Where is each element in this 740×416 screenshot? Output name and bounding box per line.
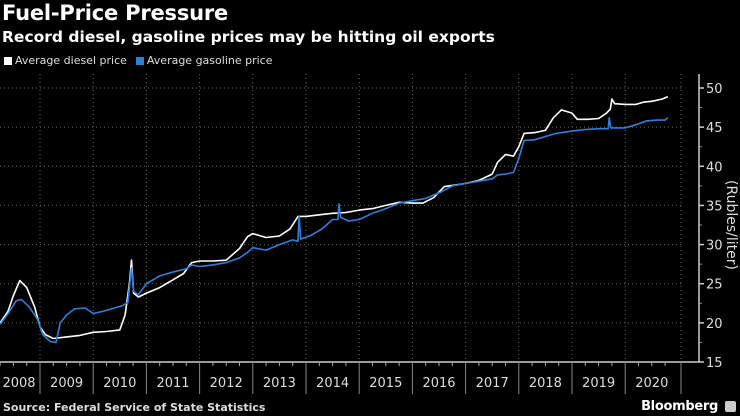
y-tick-label-25: 25: [706, 278, 723, 293]
legend-swatch-gasoline: [135, 57, 144, 65]
x-tick-label-2010: 2010: [103, 376, 136, 391]
axes: 15 20 25 30 35 40 45 50 2008 2009 2010 2011 2012 2013…: [0, 74, 723, 394]
y-tick-label-15: 15: [706, 356, 723, 371]
x-tick-label-2015: 2015: [369, 376, 402, 391]
legend-label-gasoline: Average gasoline price: [146, 54, 273, 67]
series-lines: [0, 95, 669, 344]
y-tick-label-35: 35: [706, 199, 723, 214]
y-tick-label-30: 30: [706, 239, 723, 254]
y-tick-label-20: 20: [706, 317, 723, 332]
series-line-diesel: [0, 95, 669, 340]
x-tick-label-2018: 2018: [529, 376, 562, 391]
x-tick-label-2017: 2017: [476, 376, 509, 391]
y-axis-label: (Rubles/liter): [723, 180, 739, 270]
x-tick-label-2016: 2016: [422, 376, 455, 391]
y-tick-label-50: 50: [706, 82, 723, 97]
bloomberg-logo: Bloomberg: [641, 399, 718, 414]
x-tick-label-2011: 2011: [156, 376, 189, 391]
legend-item-diesel: Average diesel price: [4, 54, 127, 68]
series-line-gasoline: [0, 116, 669, 344]
y-tick-label-40: 40: [706, 160, 723, 175]
legend-swatch-diesel: [4, 57, 12, 65]
x-tick-label-2009: 2009: [50, 376, 83, 391]
y-tick-label-45: 45: [706, 121, 723, 136]
x-tick-label-2013: 2013: [263, 376, 296, 391]
legend-item-gasoline: Average gasoline price: [135, 54, 273, 68]
x-tick-label-2020: 2020: [635, 376, 668, 391]
x-tick-label-2012: 2012: [210, 376, 243, 391]
source-note: Source: Federal Service of State Statist…: [3, 401, 266, 414]
legend-label-diesel: Average diesel price: [15, 54, 127, 67]
bloomberg-chart-icon: [725, 401, 736, 412]
x-tick-label-2019: 2019: [582, 376, 615, 391]
x-tick-label-2008: 2008: [2, 376, 35, 391]
x-tick-label-2014: 2014: [316, 376, 349, 391]
grid: [0, 74, 682, 362]
legend: Average diesel price Average gasoline pr…: [4, 54, 272, 68]
chart-subtitle: Record diesel, gasoline prices may be hi…: [2, 28, 495, 46]
chart-title: Fuel-Price Pressure: [2, 1, 229, 25]
